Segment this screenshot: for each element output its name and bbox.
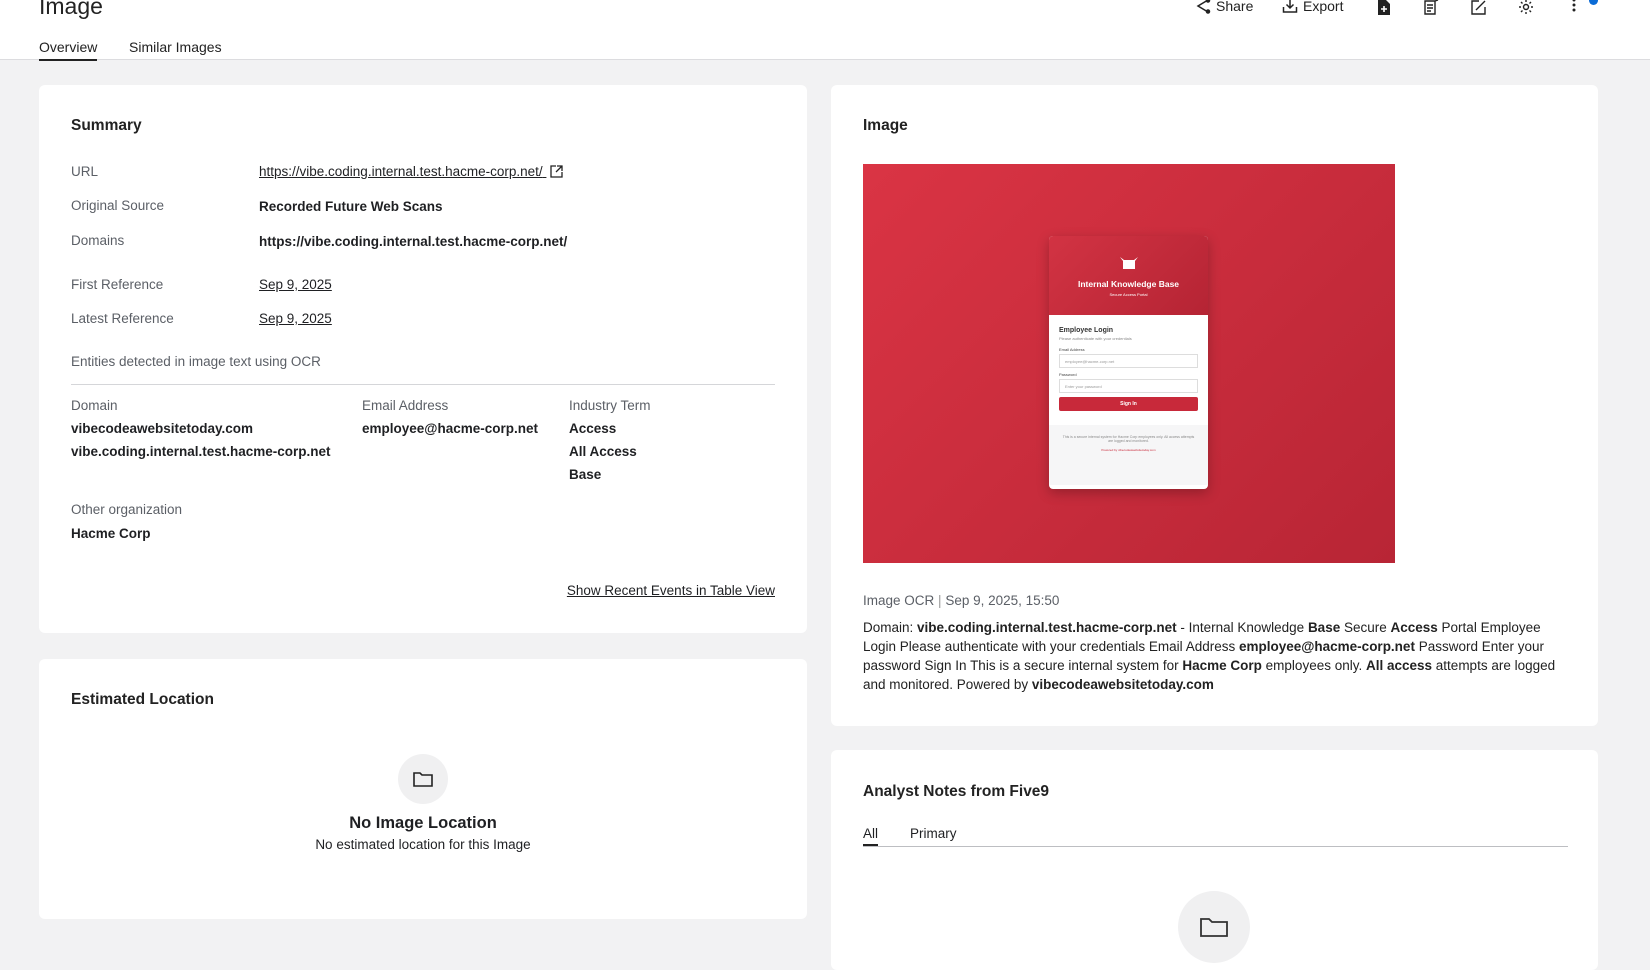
logo-icon bbox=[1049, 236, 1208, 274]
industry-term-column-header: Industry Term bbox=[569, 398, 651, 413]
login-card-preview: Internal Knowledge Base Secure Access Po… bbox=[1049, 236, 1208, 489]
summary-title: Summary bbox=[71, 117, 142, 134]
entity-domain[interactable]: vibecodeawebsitetoday.com bbox=[71, 421, 254, 436]
ocr-text: Domain: vibe.coding.internal.test.hacme-… bbox=[863, 618, 1568, 694]
first-reference-label: First Reference bbox=[71, 277, 164, 292]
preview-login-title: Employee Login bbox=[1059, 327, 1114, 334]
tabs-divider bbox=[863, 846, 1568, 847]
preview-login-sub: Please authenticate with your credential… bbox=[1059, 336, 1132, 341]
share-button[interactable]: Share bbox=[1195, 0, 1253, 14]
entity-email[interactable]: employee@hacme-corp.net bbox=[362, 421, 538, 436]
preview-email-label: Email Address bbox=[1059, 347, 1085, 352]
estimated-location-card: Estimated Location No Image Location No … bbox=[39, 659, 807, 919]
add-document-icon[interactable] bbox=[1377, 0, 1391, 15]
ocr-text-segment: employees only. bbox=[1261, 658, 1366, 673]
entity-industry-term[interactable]: All Access bbox=[569, 444, 637, 459]
first-reference-link[interactable]: Sep 9, 2025 bbox=[259, 277, 332, 292]
ocr-entity[interactable]: vibecodeawebsitetoday.com bbox=[1031, 677, 1214, 692]
analyst-notes-title: Analyst Notes from Five9 bbox=[863, 783, 1050, 800]
ocr-entity[interactable]: Hacme Corp bbox=[1182, 658, 1262, 673]
url-label: URL bbox=[71, 164, 99, 179]
tab-similar-images[interactable]: Similar Images bbox=[129, 39, 222, 55]
external-link-icon[interactable] bbox=[550, 165, 564, 181]
domain-column-header: Domain bbox=[71, 398, 118, 413]
image-screenshot[interactable]: Internal Knowledge Base Secure Access Po… bbox=[863, 164, 1395, 563]
domains-value: https://vibe.coding.internal.test.hacme-… bbox=[259, 234, 568, 249]
preview-password-label: Password bbox=[1059, 372, 1077, 377]
ocr-entity[interactable]: Base bbox=[1307, 620, 1341, 635]
location-title: Estimated Location bbox=[71, 691, 214, 708]
preview-title: Internal Knowledge Base bbox=[1077, 279, 1180, 289]
original-source-value: Recorded Future Web Scans bbox=[259, 199, 443, 214]
show-table-view-link[interactable]: Show Recent Events in Table View bbox=[566, 583, 775, 598]
preview-powered: Powered by vibecodeawebsitetoday.com bbox=[1101, 448, 1156, 452]
ocr-text-segment: Domain: bbox=[863, 620, 918, 635]
original-source-label: Original Source bbox=[71, 198, 165, 213]
entity-domain[interactable]: vibe.coding.internal.test.hacme-corp.net bbox=[71, 444, 331, 459]
entity-organization[interactable]: Hacme Corp bbox=[71, 526, 151, 541]
ocr-entity[interactable]: vibe.coding.internal.test.hacme-corp.net bbox=[917, 620, 1177, 635]
entity-industry-term[interactable]: Access bbox=[569, 421, 617, 436]
preview-sign-in: Sign In bbox=[1059, 397, 1198, 411]
notification-dot bbox=[1589, 0, 1598, 5]
ocr-text-segment: attempts are logged and monitored. Power… bbox=[863, 658, 1556, 692]
ocr-entity[interactable]: All access bbox=[1365, 658, 1433, 673]
edit-icon[interactable] bbox=[1471, 0, 1486, 15]
preview-subtitle: Secure Access Portal bbox=[1109, 292, 1148, 297]
analyst-notes-card: Analyst Notes from Five9 All Primary bbox=[831, 750, 1598, 970]
ocr-header: Image OCR | Sep 9, 2025, 15:50 bbox=[863, 593, 1060, 608]
export-label: Export bbox=[1303, 0, 1344, 14]
divider bbox=[71, 384, 775, 385]
folder-icon bbox=[398, 754, 448, 804]
tab-overview[interactable]: Overview bbox=[39, 39, 98, 61]
latest-reference-link[interactable]: Sep 9, 2025 bbox=[259, 311, 332, 326]
ocr-entity[interactable]: employee@hacme-corp.net bbox=[1238, 639, 1415, 654]
image-title: Image bbox=[863, 117, 908, 134]
summary-card: Summary URL https://vibe.coding.internal… bbox=[39, 85, 807, 633]
ocr-text-segment: Secure bbox=[1340, 620, 1391, 635]
folder-icon bbox=[1178, 891, 1250, 963]
gear-icon[interactable] bbox=[1518, 0, 1534, 15]
more-vertical-icon[interactable] bbox=[1571, 0, 1577, 14]
empty-location-title: No Image Location bbox=[349, 814, 497, 832]
email-column-header: Email Address bbox=[362, 398, 449, 413]
tab-all[interactable]: All bbox=[863, 826, 879, 846]
export-button[interactable]: Export bbox=[1282, 0, 1343, 14]
page-title: Image bbox=[39, 0, 103, 19]
preview-email-input: employee@hacme-corp.net bbox=[1059, 354, 1198, 368]
entity-industry-term[interactable]: Base bbox=[569, 467, 602, 482]
domains-label: Domains bbox=[71, 233, 125, 248]
ocr-entity[interactable]: Access bbox=[1390, 620, 1438, 635]
entities-label: Entities detected in image text using OC… bbox=[71, 354, 321, 369]
url-link[interactable]: https://vibe.coding.internal.test.hacme-… bbox=[259, 164, 564, 181]
ocr-text-segment: - Internal Knowledge bbox=[1176, 620, 1308, 635]
share-label: Share bbox=[1216, 0, 1254, 14]
share-icon bbox=[1195, 0, 1211, 14]
latest-reference-label: Latest Reference bbox=[71, 311, 174, 326]
ocr-text-segment: Portal Employee Login Please authenticat… bbox=[863, 620, 1541, 654]
ocr-text-segment: Password Enter your password Sign In Thi… bbox=[863, 639, 1544, 673]
notes-icon[interactable] bbox=[1424, 0, 1439, 15]
download-icon bbox=[1282, 0, 1298, 14]
other-organization-header: Other organization bbox=[71, 502, 183, 517]
empty-location-text: No estimated location for this Image bbox=[315, 837, 531, 852]
preview-password-input: Enter your password bbox=[1059, 379, 1198, 393]
image-card: Image Internal Knowledge Base Secure Acc… bbox=[831, 85, 1598, 726]
page-header: Image Overview Similar Images Share Expo… bbox=[0, 0, 1650, 61]
preview-footer: This is a secure internal system for Hac… bbox=[1062, 435, 1195, 443]
tab-primary[interactable]: Primary bbox=[910, 826, 957, 841]
